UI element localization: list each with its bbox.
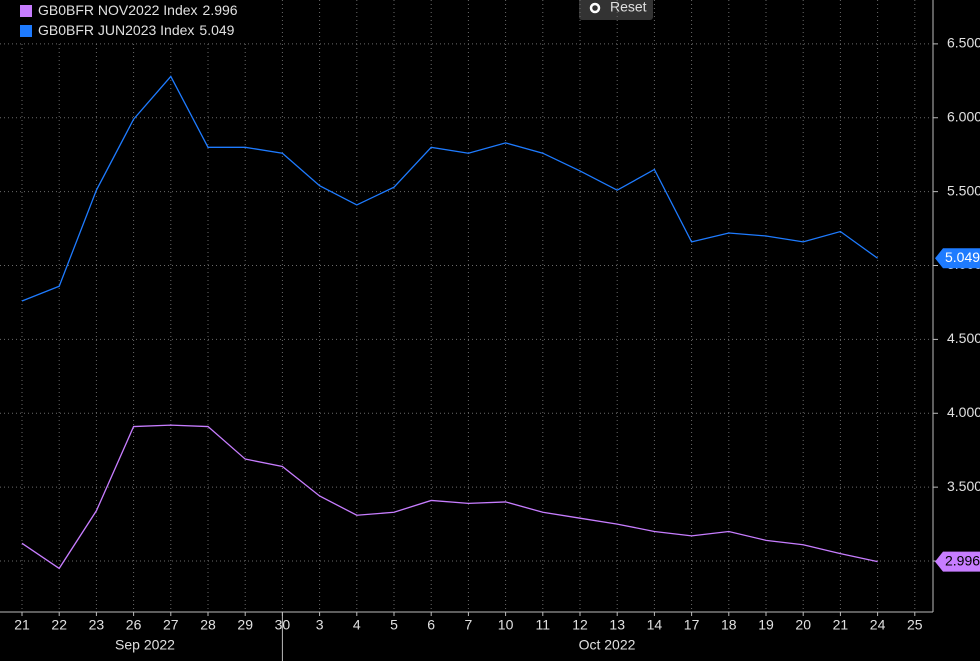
y-tick-label: 6.500	[947, 35, 980, 51]
legend-entry: GB0BFR NOV2022 Index 2.996	[38, 2, 238, 18]
x-tick-label: 24	[870, 617, 886, 633]
x-tick-label: 18	[721, 617, 737, 633]
x-tick-label: 17	[684, 617, 700, 633]
reset-label[interactable]: Reset	[610, 0, 647, 15]
x-tick-label: 7	[465, 617, 473, 633]
y-tick-label: 6.000	[947, 108, 980, 124]
x-tick-label: 22	[51, 617, 67, 633]
x-tick-label: 19	[758, 617, 774, 633]
legend-name: GB0BFR JUN2023 Index	[38, 22, 194, 38]
legend-swatch	[20, 25, 32, 37]
legend-swatch	[20, 5, 32, 17]
legend-entry: GB0BFR JUN2023 Index 5.049	[38, 22, 235, 38]
x-tick-label: 4	[353, 617, 361, 633]
x-tick-label: 11	[536, 617, 551, 633]
x-tick-label: 10	[498, 617, 514, 633]
last-value-label: 2.996	[945, 552, 980, 568]
x-tick-label: 23	[89, 617, 105, 633]
y-tick-label: 3.500	[947, 478, 980, 494]
x-tick-label: 13	[609, 617, 625, 633]
x-tick-label: 6	[427, 617, 435, 633]
x-tick-label: 25	[907, 617, 923, 633]
month-label: Sep 2022	[115, 637, 175, 653]
y-tick-label: 4.500	[947, 330, 980, 346]
x-tick-label: 29	[237, 617, 253, 633]
legend-name: GB0BFR NOV2022 Index	[38, 2, 198, 18]
x-tick-label: 3	[316, 617, 324, 633]
x-tick-label: 26	[126, 617, 142, 633]
x-tick-label: 5	[390, 617, 398, 633]
legend-value: 5.049	[199, 22, 234, 38]
x-tick-label: 12	[572, 617, 588, 633]
x-tick-label: 14	[647, 617, 663, 633]
reset-button[interactable]: Reset	[579, 0, 653, 20]
last-value-tag	[935, 551, 980, 572]
last-value-tag	[935, 248, 980, 269]
y-tick-label: 5.500	[947, 182, 980, 198]
legend-value: 2.996	[203, 2, 238, 18]
x-tick-label: 27	[163, 617, 179, 633]
last-value-label: 5.049	[945, 249, 980, 265]
x-tick-label: 20	[795, 617, 811, 633]
legend: GB0BFR NOV2022 Index 2.996 GB0BFR JUN2023 …	[0, 0, 268, 42]
month-label: Oct 2022	[579, 637, 636, 653]
x-tick-label: 28	[200, 617, 216, 633]
series-line	[21, 75, 878, 302]
series-line	[21, 424, 878, 570]
x-tick-label: 21	[833, 617, 849, 633]
reset-icon[interactable]	[589, 2, 601, 14]
y-tick-label: 4.000	[947, 404, 980, 420]
x-tick-label: 21	[14, 617, 30, 633]
legend-background	[0, 0, 268, 42]
